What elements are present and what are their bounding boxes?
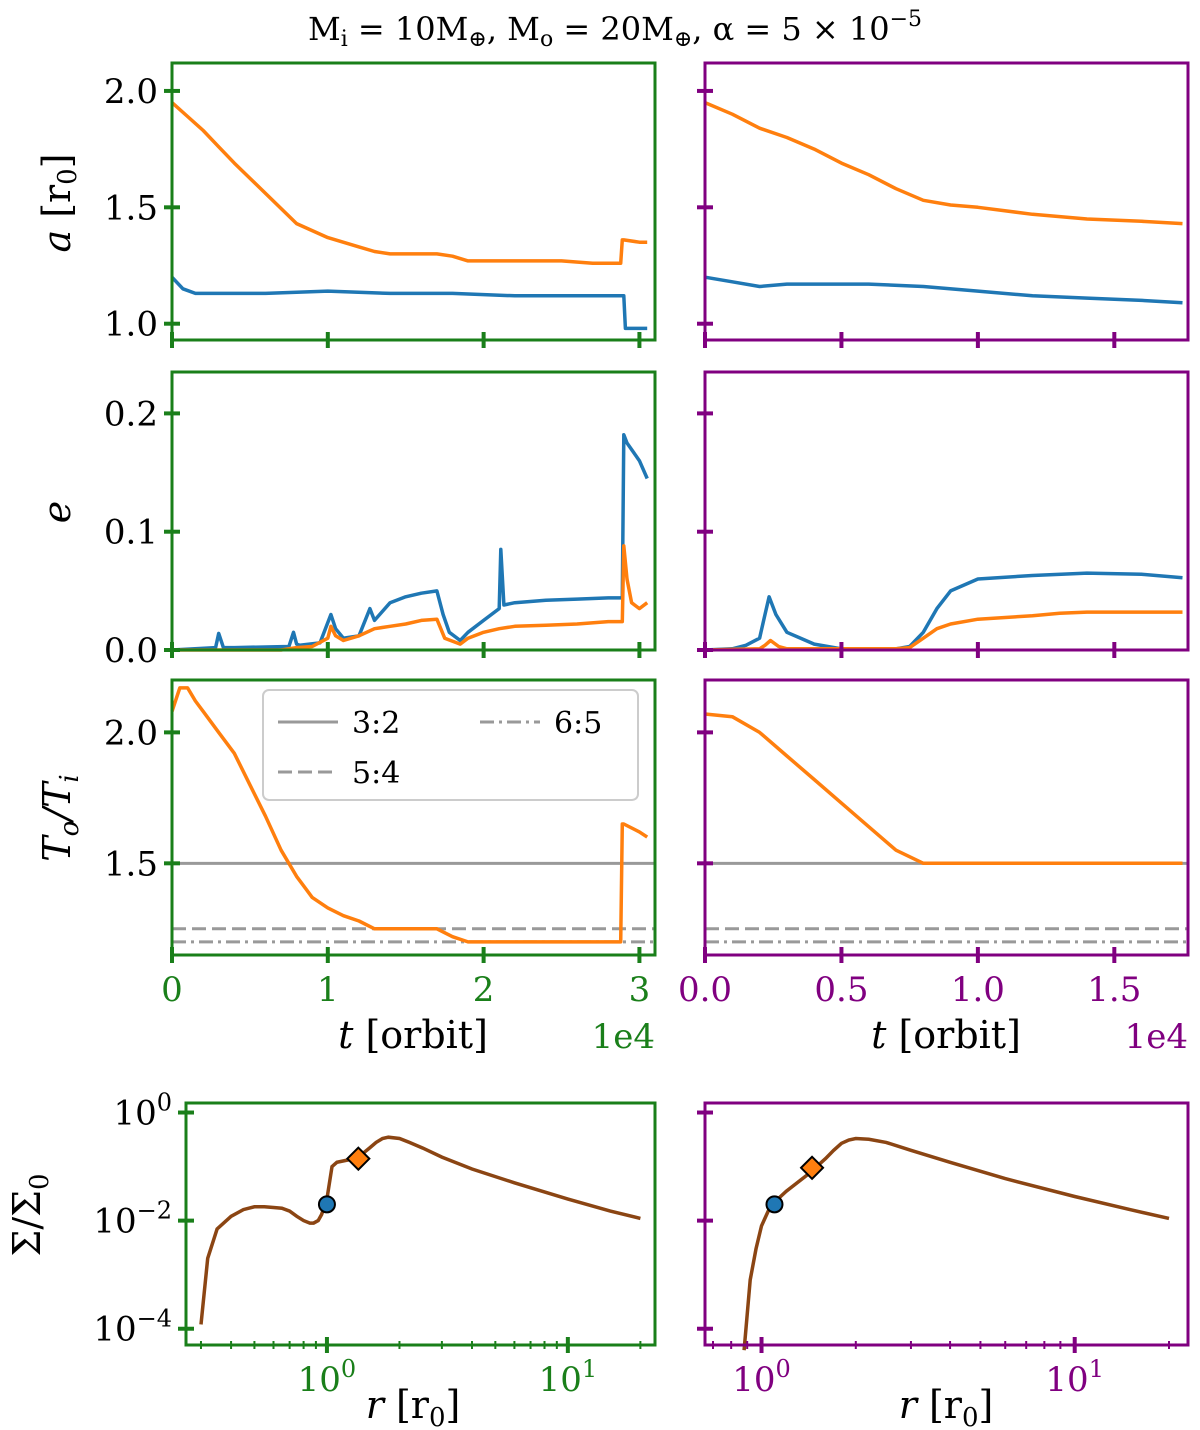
series-outer-left-e	[172, 544, 649, 652]
xtick-label: 0.0	[678, 970, 732, 1010]
series-inner-left-a	[170, 276, 648, 331]
xtick-label: 1	[317, 970, 339, 1010]
ytick-label: 100	[113, 1089, 172, 1134]
inner-planet-marker	[317, 1195, 336, 1214]
xlabel-time-right: t [orbit]	[871, 1013, 1021, 1057]
xlabel-time-left: t [orbit]	[338, 1013, 488, 1057]
legend: 3:2 5:4 6:5	[262, 689, 639, 801]
offset-text: 1e4	[1125, 1017, 1188, 1057]
ylabel-ratio: To/Ti	[35, 774, 85, 862]
panel-frame	[170, 370, 657, 652]
ylabel-a: a [r0]	[35, 153, 83, 252]
ytick-label: 0.0	[104, 631, 158, 671]
ytick-label: 1.0	[104, 305, 158, 345]
legend-label-3-2: 3:2	[352, 706, 400, 741]
panel-left-T: 1.5 2.0 0 1 2 3 1e4	[104, 678, 657, 1057]
legend-label-6-5: 6:5	[554, 706, 602, 741]
ylabel-e: e	[35, 501, 79, 524]
series-outer-right-e	[704, 610, 1183, 652]
ytick-label: 0.1	[104, 513, 158, 553]
inner-planet-marker	[765, 1195, 784, 1214]
ytick-label: 10−2	[93, 1197, 172, 1242]
series-inner-left-e	[171, 432, 649, 652]
xtick-label: 101	[539, 1355, 598, 1400]
panel-left-sigma: 10−4 10−2 100 100 101	[93, 1089, 657, 1400]
xlabel-r-left: r [r0]	[366, 1383, 461, 1430]
panel-right-e	[697, 370, 1190, 658]
panel-frame	[184, 1101, 657, 1347]
legend-label-5-4: 5:4	[352, 756, 400, 791]
ytick-label: 2.0	[104, 72, 158, 112]
xlabel-r-right: r [r0]	[899, 1383, 994, 1430]
panel-frame	[703, 370, 1190, 652]
xtick-label: 1.5	[1087, 970, 1141, 1010]
panel-right-sigma: 100 101	[697, 1101, 1190, 1400]
panel-left-a: 1.0 1.5 2.0	[104, 61, 657, 348]
xtick-label: 1.0	[951, 970, 1005, 1010]
panel-frame	[170, 61, 657, 342]
ytick-label: 2.0	[104, 713, 158, 753]
panel-frame	[703, 1101, 1190, 1347]
panel-frame	[170, 678, 657, 957]
series-outer-left-a	[170, 101, 648, 265]
outer-planet-marker	[799, 1155, 825, 1181]
ytick-label: 1.5	[104, 188, 158, 228]
xtick-label: 100	[298, 1355, 357, 1400]
xtick-label: 0	[161, 970, 183, 1010]
ytick-label: 1.5	[104, 844, 158, 884]
panel-right-T: 0.0 0.5 1.0 1.5 1e4	[678, 678, 1190, 1057]
series-outer-right-T	[704, 712, 1183, 866]
figure-title: Mi = 10M⊕, Mo = 20M⊕, α = 5 × 10−5	[308, 7, 922, 52]
series-outer-right-a	[704, 100, 1183, 226]
panel-right-a	[697, 61, 1190, 348]
series-outer-left-T	[170, 686, 649, 944]
sigma-profile-line	[742, 1136, 1170, 1351]
xtick-label: 100	[732, 1355, 791, 1400]
ytick-label: 0.2	[104, 394, 158, 434]
xtick-label: 0.5	[814, 970, 868, 1010]
ytick-label: 10−4	[93, 1305, 172, 1350]
ylabel-sigma: Σ/Σ0	[5, 1173, 55, 1256]
panel-frame	[703, 61, 1190, 342]
panel-left-e: 0.0 0.1 0.2	[104, 370, 657, 671]
xtick-label: 3	[629, 970, 651, 1010]
xtick-label: 101	[1045, 1355, 1104, 1400]
panel-frame	[703, 678, 1190, 957]
panels-group: 1.0 1.5 2.0 0.0 0.1 0.2 1.5 2.0 0 1 2 3 1e4 0.0 0.5 1.0…	[93, 61, 1190, 1400]
outer-planet-marker	[345, 1146, 371, 1172]
xtick-label: 2	[473, 970, 495, 1010]
offset-text: 1e4	[592, 1017, 655, 1057]
series-inner-right-a	[704, 275, 1183, 305]
sigma-profile-line	[199, 1135, 641, 1325]
